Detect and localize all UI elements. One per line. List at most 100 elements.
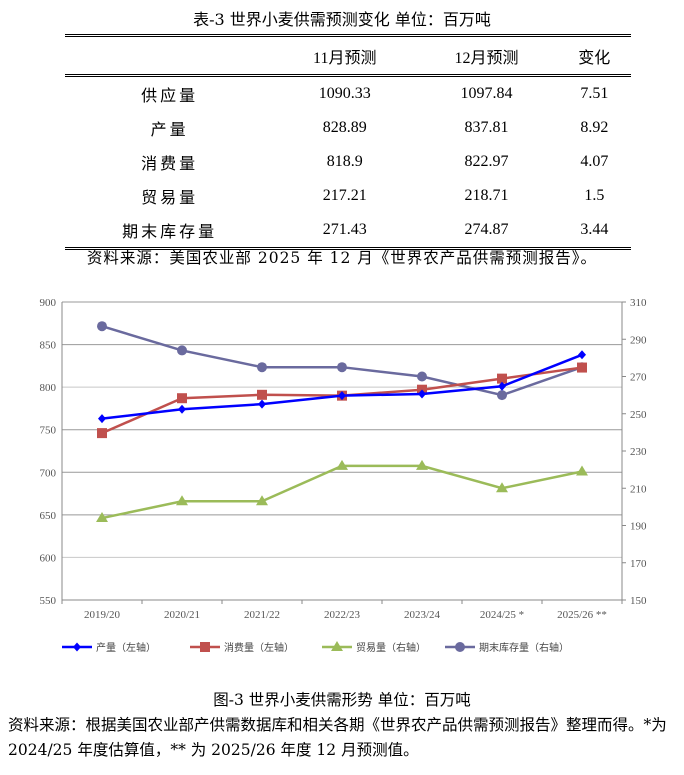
series-line bbox=[101, 325, 583, 397]
cell-change: 7.51 bbox=[580, 85, 609, 102]
x-tick-label: 2020/21 bbox=[164, 609, 200, 621]
left-tick-label: 900 bbox=[40, 297, 57, 309]
table-header-row: 11月预测 12月预测 变化 bbox=[65, 35, 631, 76]
cell-change: 3.44 bbox=[580, 221, 609, 238]
legend-label: 期末库存量（右轴） bbox=[479, 641, 569, 654]
data-point bbox=[178, 404, 186, 414]
series-line bbox=[101, 464, 583, 520]
data-point bbox=[97, 428, 107, 439]
data-point bbox=[177, 393, 187, 404]
data-point bbox=[96, 512, 108, 523]
header-nov: 11月预测 bbox=[313, 49, 377, 67]
x-tick-label: 2024/25 * bbox=[480, 609, 524, 621]
cell-change: 8.92 bbox=[580, 119, 609, 136]
supply-demand-table: 11月预测 12月预测 变化 供应量 1090.33 1097.84 7.51 产量 82… bbox=[65, 34, 631, 250]
data-point bbox=[98, 414, 106, 424]
table-row: 贸易量 217.21 218.71 1.5 bbox=[65, 179, 631, 213]
right-tick-label: 250 bbox=[630, 409, 647, 421]
legend-marker bbox=[73, 642, 81, 652]
data-point bbox=[418, 389, 426, 399]
data-point bbox=[416, 459, 428, 470]
right-tick-label: 210 bbox=[630, 483, 647, 495]
cell-nov: 271.43 bbox=[322, 221, 367, 238]
table-source: 资料来源：美国农业部 2025 年 12 月《世界农产品供需预测报告》。 bbox=[86, 249, 598, 267]
table-row: 供应量 1090.33 1097.84 7.51 bbox=[65, 76, 631, 112]
right-tick-label: 150 bbox=[630, 595, 647, 607]
data-point bbox=[256, 495, 268, 506]
cell-dec: 1097.84 bbox=[460, 85, 513, 102]
data-point bbox=[177, 345, 187, 356]
cell-nov: 1090.33 bbox=[318, 85, 371, 102]
legend-item: 贸易量（右轴） bbox=[322, 641, 426, 654]
x-tick-label: 2025/26 ** bbox=[557, 609, 607, 621]
data-point bbox=[257, 389, 267, 400]
data-point bbox=[257, 362, 267, 373]
cell-nov: 828.89 bbox=[322, 119, 367, 136]
left-tick-label: 650 bbox=[40, 510, 57, 522]
legend-item: 消费量（左轴） bbox=[190, 641, 294, 654]
legend-item: 期末库存量（右轴） bbox=[445, 641, 569, 654]
legend-label: 产量（左轴） bbox=[96, 641, 156, 654]
cell-nov: 818.9 bbox=[326, 153, 363, 170]
right-tick-label: 290 bbox=[630, 334, 647, 346]
right-tick-label: 310 bbox=[630, 297, 647, 309]
cell-label: 贸易量 bbox=[141, 190, 199, 207]
legend-marker bbox=[200, 642, 210, 652]
right-tick-label: 170 bbox=[630, 558, 647, 570]
header-label bbox=[65, 36, 274, 76]
cell-dec: 218.71 bbox=[464, 187, 509, 204]
legend-marker bbox=[455, 642, 465, 652]
data-point bbox=[97, 321, 107, 332]
x-tick-label: 2021/22 bbox=[244, 609, 280, 621]
legend-marker bbox=[331, 641, 343, 651]
x-tick-label: 2022/23 bbox=[324, 609, 361, 621]
series-3 bbox=[97, 321, 587, 401]
x-tick-label: 2019/20 bbox=[84, 609, 121, 621]
series-0 bbox=[98, 350, 586, 424]
data-point bbox=[578, 350, 586, 360]
figure-source: 资料来源：根据美国农业部产供需数据库和相关各期《世界农产品供需预测报告》整理而得… bbox=[8, 716, 667, 759]
cell-label: 供应量 bbox=[141, 88, 199, 105]
table-title: 表-3 世界小麦供需预测变化 单位：百万吨 bbox=[193, 10, 491, 29]
data-point bbox=[338, 391, 346, 401]
data-point bbox=[576, 465, 588, 476]
cell-label: 产量 bbox=[150, 122, 189, 139]
series-1 bbox=[97, 362, 587, 439]
data-point bbox=[577, 362, 587, 373]
right-tick-label: 270 bbox=[630, 372, 647, 384]
left-tick-label: 850 bbox=[40, 340, 57, 352]
data-point bbox=[337, 362, 347, 373]
cell-change: 4.07 bbox=[580, 153, 609, 170]
series-2 bbox=[96, 459, 588, 523]
cell-label: 消费量 bbox=[141, 156, 199, 173]
data-point bbox=[497, 373, 507, 384]
left-tick-label: 800 bbox=[40, 382, 57, 394]
cell-label: 期末库存量 bbox=[122, 224, 218, 241]
left-tick-label: 550 bbox=[40, 595, 57, 607]
cell-change: 1.5 bbox=[584, 187, 605, 204]
left-tick-label: 700 bbox=[40, 467, 57, 479]
left-tick-label: 600 bbox=[40, 552, 57, 564]
table-row: 期末库存量 271.43 274.87 3.44 bbox=[65, 213, 631, 249]
data-point bbox=[336, 459, 348, 470]
data-point bbox=[417, 371, 427, 382]
figure-title: 图-3 世界小麦供需形势 单位：百万吨 bbox=[213, 691, 471, 709]
header-change: 变化 bbox=[578, 49, 611, 67]
x-tick-label: 2023/24 bbox=[404, 609, 441, 621]
cell-dec: 837.81 bbox=[464, 119, 509, 136]
legend-label: 消费量（左轴） bbox=[224, 641, 294, 654]
legend-item: 产量（左轴） bbox=[62, 641, 156, 654]
wheat-chart: 550 600 650 700 750 800 850 900 150 170 190 210 230 2… bbox=[40, 297, 648, 654]
right-tick-label: 230 bbox=[630, 446, 647, 458]
header-dec: 12月预测 bbox=[454, 49, 519, 67]
cell-dec: 274.87 bbox=[464, 221, 509, 238]
left-tick-label: 750 bbox=[40, 425, 57, 437]
data-point bbox=[498, 381, 506, 391]
data-point bbox=[176, 495, 188, 506]
data-point bbox=[496, 482, 508, 493]
legend-label: 贸易量（右轴） bbox=[356, 641, 426, 654]
cell-nov: 217.21 bbox=[322, 187, 367, 204]
table-row: 消费量 818.9 822.97 4.07 bbox=[65, 145, 631, 179]
table-row: 产量 828.89 837.81 8.92 bbox=[65, 111, 631, 145]
right-tick-label: 190 bbox=[630, 521, 647, 533]
